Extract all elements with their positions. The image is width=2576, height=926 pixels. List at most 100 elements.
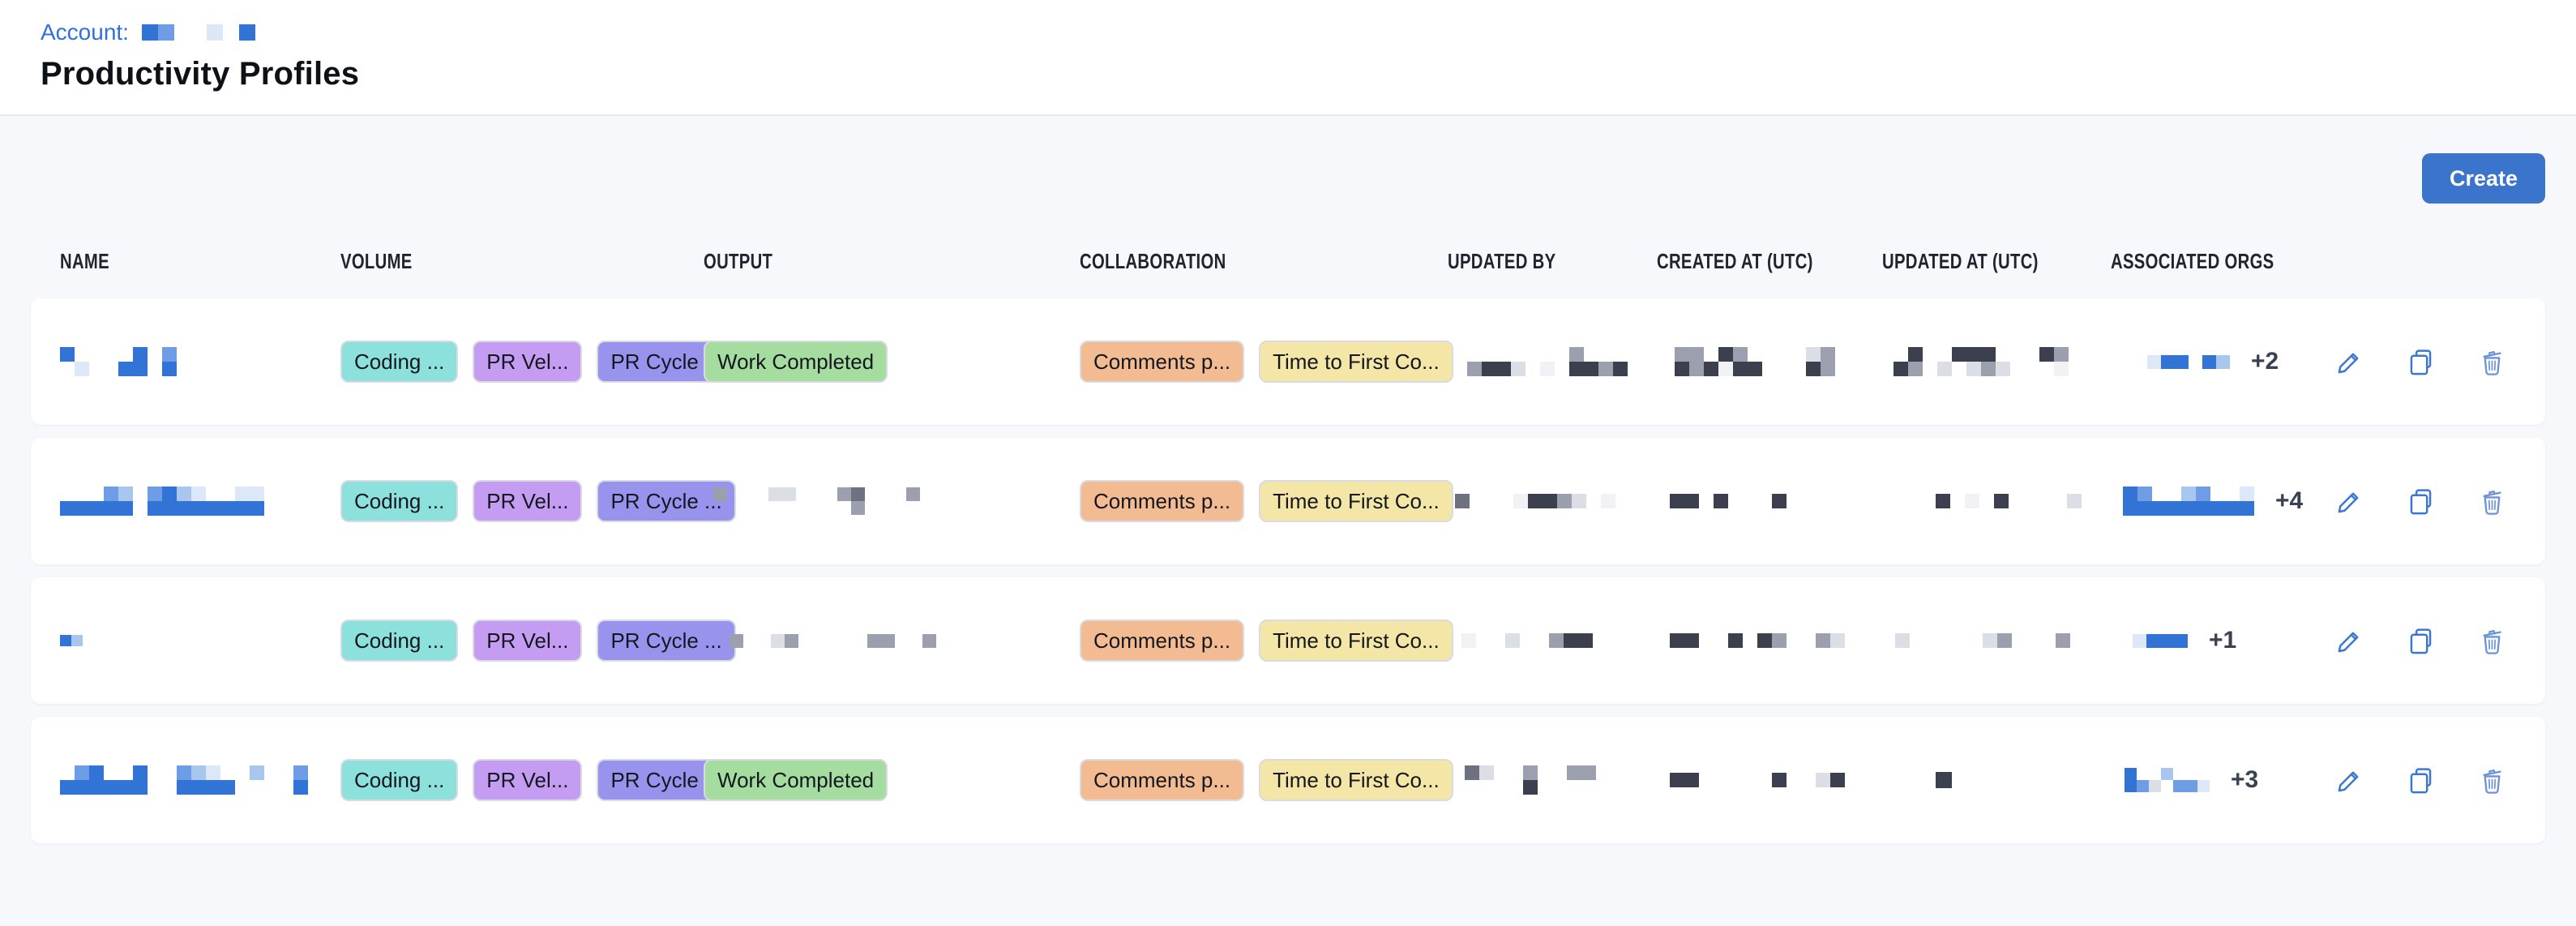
main-content: Create NAME VOLUME OUTPUT COLLABORATION UPDA… — [0, 153, 2576, 843]
toolbar: Create — [31, 153, 2545, 204]
name-cell — [60, 635, 340, 646]
delete-trash-icon — [2483, 350, 2501, 375]
redacted-created-at — [1670, 494, 1787, 508]
column-header-updated: UPDATED AT (UTC) — [1882, 249, 2039, 273]
updated-at-cell — [1882, 494, 2111, 508]
associated-orgs-cell: +4 — [2111, 487, 2334, 516]
output-cell — [704, 487, 1080, 515]
output-cell: Work Completed — [704, 759, 1080, 801]
updated-by-cell — [1448, 633, 1657, 648]
create-button[interactable]: Create — [2421, 153, 2545, 204]
metric-tag: Comments p... — [1080, 480, 1245, 522]
metric-tag: Coding ... — [340, 480, 459, 522]
metric-tag: Time to First Co... — [1259, 341, 1453, 383]
delete-button[interactable] — [2477, 624, 2510, 657]
column-header-name: NAME — [60, 249, 109, 273]
delete-trash-icon — [2483, 769, 2501, 794]
redacted-account-name — [141, 24, 255, 41]
redacted-profile-name — [60, 487, 264, 516]
redacted-orgs — [2123, 487, 2254, 516]
metric-tag: Work Completed — [704, 759, 888, 801]
metric-tag: Coding ... — [340, 341, 459, 383]
delete-trash-icon — [2483, 629, 2501, 654]
volume-tags-cell: Coding ... PR Vel... PR Cycle ... — [340, 341, 736, 383]
edit-pencil-icon — [2338, 492, 2359, 512]
duplicate-button[interactable] — [2406, 485, 2438, 517]
redacted-output — [713, 487, 934, 515]
redacted-updated-at — [1893, 347, 2069, 376]
metric-tag: Coding ... — [340, 619, 459, 662]
redacted-orgs — [2125, 768, 2210, 792]
collaboration-tags-cell: Comments p... Time to First Co... — [1080, 759, 1453, 801]
output-cell: Work Completed — [704, 341, 1080, 383]
redacted-profile-name — [60, 765, 308, 795]
created-at-cell — [1657, 494, 1882, 508]
name-cell — [60, 347, 340, 376]
table-row: Coding ... PR Vel... PR Cycle ... Comments… — [31, 438, 2545, 564]
created-at-cell — [1657, 633, 1882, 648]
redacted-created-at — [1675, 347, 1850, 376]
edit-button[interactable] — [2334, 764, 2367, 796]
metric-tag: Comments p... — [1080, 759, 1245, 801]
updated-at-cell — [1882, 772, 2111, 788]
created-at-cell — [1657, 773, 1882, 787]
orgs-more-count: +2 — [2251, 348, 2279, 375]
column-header-updatedby: UPDATED BY — [1448, 249, 1556, 273]
orgs-more-count: +3 — [2231, 766, 2259, 793]
metric-tag: Comments p... — [1080, 619, 1245, 662]
metric-tag: PR Vel... — [473, 619, 583, 662]
column-header-collab: COLLABORATION — [1080, 249, 1226, 273]
table-rows: Coding ... PR Vel... PR Cycle ... Work Com… — [31, 298, 2545, 843]
column-header-volume: VOLUME — [340, 249, 413, 273]
column-header-orgs: ASSOCIATED ORGS — [2111, 249, 2274, 273]
delete-button[interactable] — [2477, 764, 2510, 796]
associated-orgs-cell: +1 — [2111, 627, 2334, 654]
duplicate-copy-icon — [2410, 349, 2432, 375]
volume-tags-cell: Coding ... PR Vel... PR Cycle ... — [340, 619, 736, 662]
redacted-profile-name — [60, 347, 177, 376]
metric-tag: Time to First Co... — [1259, 480, 1453, 522]
redacted-profile-name — [60, 635, 83, 646]
redacted-updated-at — [1936, 494, 2082, 508]
account-link[interactable]: Account: — [41, 19, 129, 45]
volume-tags-cell: Coding ... PR Vel... PR Cycle ... — [340, 759, 736, 801]
delete-button[interactable] — [2477, 345, 2510, 378]
edit-button[interactable] — [2334, 345, 2367, 378]
metric-tag: PR Vel... — [473, 480, 583, 522]
redacted-updated-at — [1936, 772, 1952, 788]
metric-tag: PR Vel... — [473, 759, 583, 801]
name-cell — [60, 487, 340, 516]
delete-button[interactable] — [2477, 485, 2510, 517]
redacted-account-value — [141, 24, 255, 41]
updated-by-cell — [1448, 347, 1657, 376]
column-header-output: OUTPUT — [704, 249, 773, 273]
table-header: NAME VOLUME OUTPUT COLLABORATION UPDATED BY C… — [31, 249, 2545, 274]
orgs-more-count: +4 — [2275, 487, 2304, 514]
metric-tag: PR Cycle ... — [597, 480, 736, 522]
orgs-more-count: +1 — [2209, 627, 2237, 654]
output-cell — [704, 633, 1080, 648]
duplicate-button[interactable] — [2406, 345, 2438, 378]
edit-button[interactable] — [2334, 485, 2367, 517]
duplicate-button[interactable] — [2406, 764, 2438, 796]
row-actions — [2334, 624, 2527, 657]
redacted-updated-by — [1461, 633, 1593, 648]
table-row: Coding ... PR Vel... PR Cycle ... Comments… — [31, 577, 2545, 704]
page-title: Productivity Profiles — [41, 56, 360, 92]
updated-at-cell — [1882, 633, 2111, 648]
row-actions — [2334, 345, 2527, 378]
metric-tag: PR Vel... — [473, 341, 583, 383]
row-actions — [2334, 485, 2527, 517]
redacted-updated-at — [1895, 633, 2070, 648]
metric-tag: Comments p... — [1080, 341, 1245, 383]
duplicate-button[interactable] — [2406, 624, 2438, 657]
account-breadcrumb: Account: — [41, 0, 2535, 45]
edit-pencil-icon — [2338, 771, 2359, 791]
edit-button[interactable] — [2334, 624, 2367, 657]
updated-by-cell — [1448, 494, 1657, 508]
duplicate-copy-icon — [2410, 767, 2432, 793]
metric-tag: Time to First Co... — [1259, 759, 1453, 801]
collaboration-tags-cell: Comments p... Time to First Co... — [1080, 619, 1453, 662]
redacted-updated-by — [1467, 347, 1642, 376]
redacted-output — [730, 633, 936, 648]
